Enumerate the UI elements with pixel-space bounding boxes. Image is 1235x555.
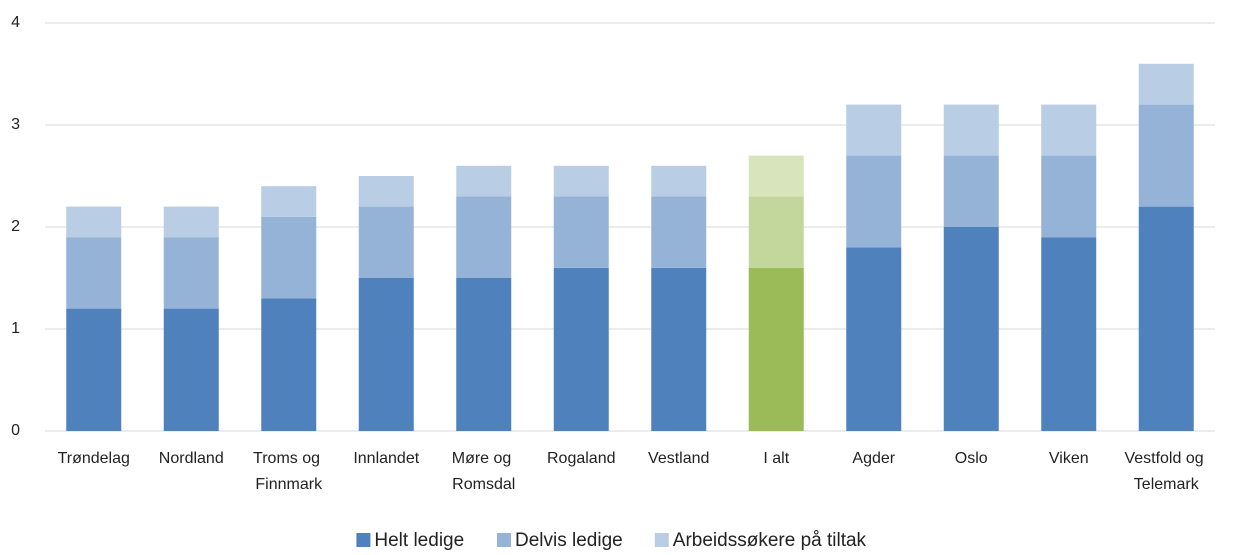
x-tick-label: Innlandet [353, 450, 419, 467]
bar-segment [846, 247, 902, 431]
bar-segment [66, 308, 122, 431]
x-tick-label: Nordland [159, 450, 224, 467]
bar-segment [943, 155, 999, 227]
bar-segment [163, 206, 219, 238]
bar-segment [261, 216, 317, 299]
y-tick-label: 0 [11, 422, 20, 439]
x-tick-label: Rogaland [547, 450, 616, 467]
bar-segment [456, 278, 512, 431]
y-tick-label: 4 [11, 14, 20, 31]
bar-segment [846, 155, 902, 248]
bar-segment [66, 206, 122, 238]
x-tick-label: Troms og Finnmark [253, 450, 324, 493]
bar-segment [358, 206, 414, 278]
bar-segment [66, 237, 122, 309]
legend-swatch [654, 533, 669, 547]
legend-swatch [356, 533, 371, 547]
bar-segment [1041, 155, 1097, 238]
y-tick-label: 1 [11, 320, 20, 337]
legend-swatch [497, 533, 511, 547]
x-tick-label: Vestfold og Telemark [1124, 450, 1208, 493]
x-tick-label: Oslo [955, 450, 988, 467]
bar-segment [1138, 206, 1194, 431]
bar-segment [651, 165, 707, 197]
legend-label: Helt ledige [374, 530, 464, 550]
bar-segment [748, 155, 804, 197]
bar-segment [553, 196, 609, 268]
bar-segment [846, 104, 902, 156]
bar-segment [456, 196, 512, 278]
bar-segment [163, 237, 219, 309]
bar-segment [1041, 237, 1097, 431]
y-tick-label: 2 [11, 218, 20, 235]
legend-label: Delvis ledige [515, 530, 623, 550]
bar-segment [261, 186, 317, 217]
bar-segment [1041, 104, 1097, 156]
bar-segment [651, 196, 707, 268]
bar-segment [456, 165, 512, 197]
x-tick-label: I alt [763, 450, 789, 467]
bar-segment [163, 308, 219, 431]
bar-segment [553, 165, 609, 197]
bar-segment [1138, 104, 1194, 207]
bar-segment [261, 298, 317, 431]
y-tick-label: 3 [11, 116, 20, 133]
bar-segment [943, 227, 999, 431]
bar-segment [553, 267, 609, 431]
bar-segment [358, 278, 414, 431]
bar-segment [358, 176, 414, 207]
x-tick-label: Trøndelag [58, 450, 130, 467]
x-tick-label: Møre og Romsdal [452, 450, 516, 493]
x-tick-label: Agder [852, 450, 895, 467]
x-tick-label: Viken [1049, 450, 1089, 467]
bar-segment [1138, 63, 1194, 105]
bar-segment [748, 267, 804, 431]
bar-segment [651, 267, 707, 431]
bar-segment [748, 196, 804, 268]
x-tick-label: Vestland [648, 450, 709, 467]
bar-segment [943, 104, 999, 156]
legend-label: Arbeidssøkere på tiltak [673, 530, 867, 550]
